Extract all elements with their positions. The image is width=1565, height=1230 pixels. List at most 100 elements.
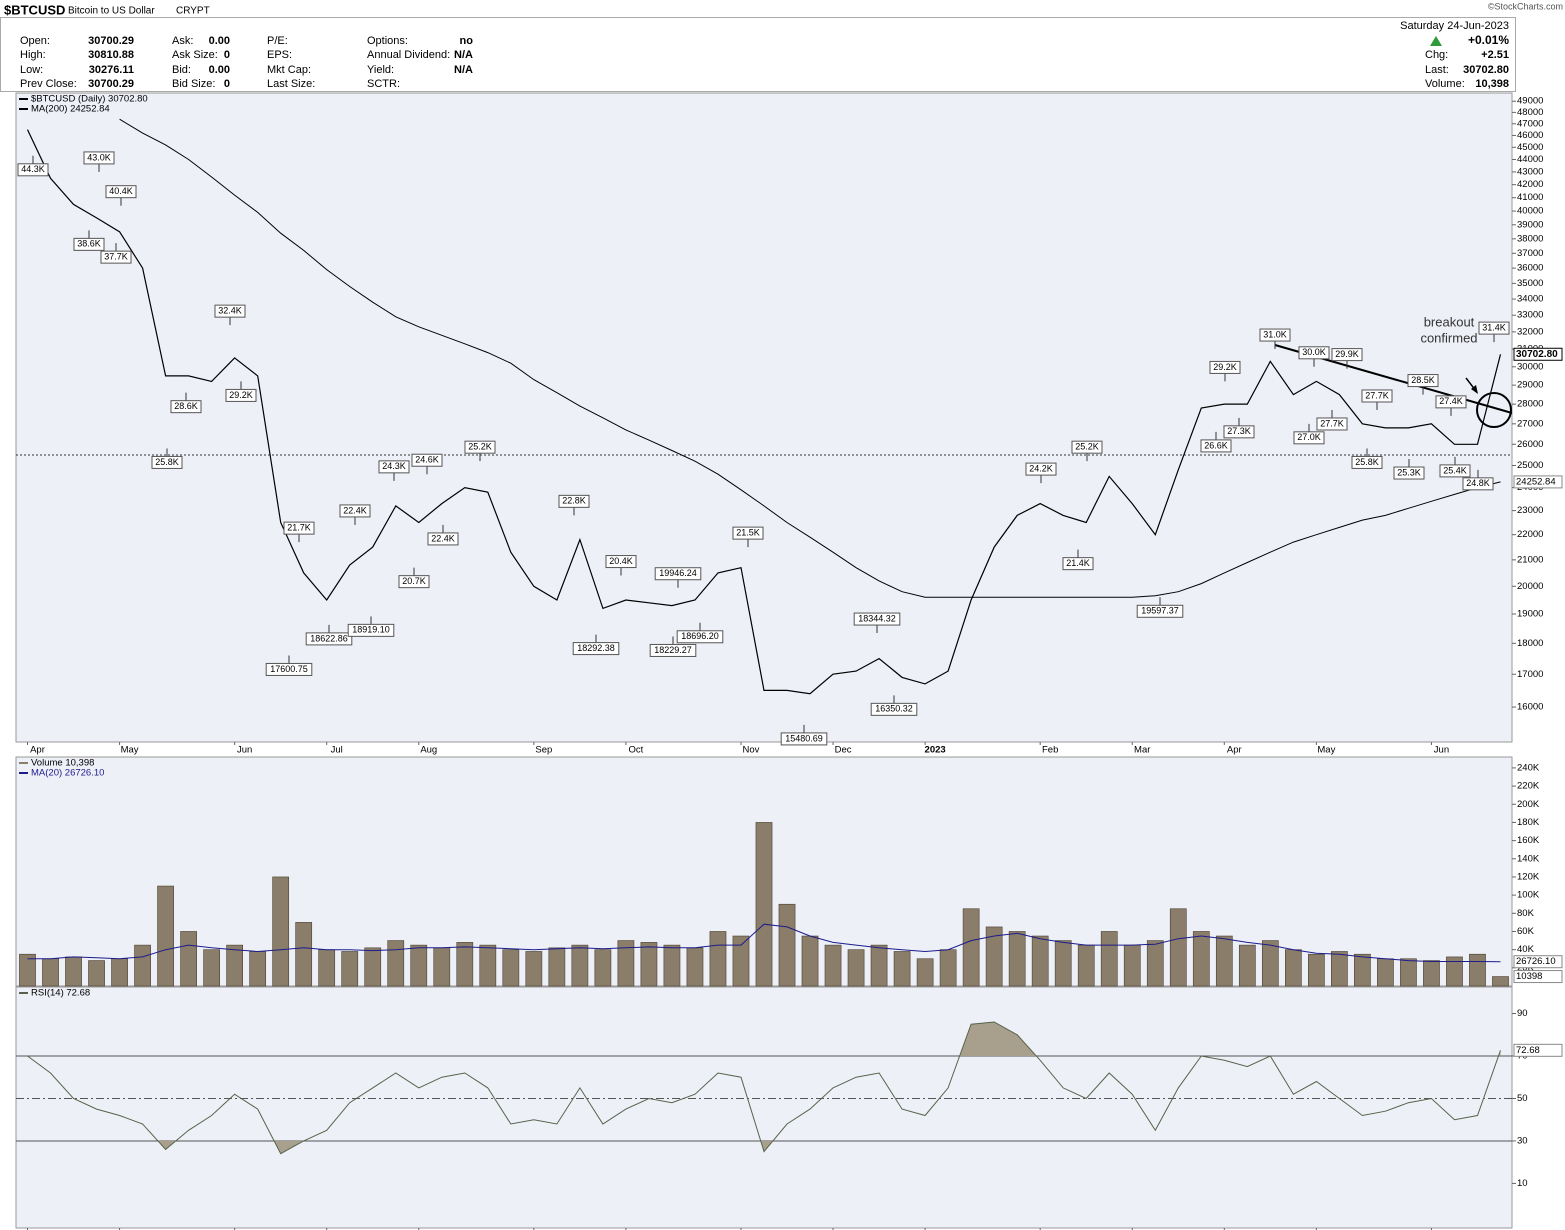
volume-bar <box>1308 953 1325 987</box>
y-tick-label: 39000 <box>1517 219 1543 230</box>
y-tick-label: 45000 <box>1517 142 1543 153</box>
label-box <box>265 662 313 676</box>
label-box <box>464 440 496 454</box>
volume-bar <box>295 922 313 987</box>
y-tick-label: 41000 <box>1517 192 1543 203</box>
y-tick-label: 16000 <box>1517 702 1543 713</box>
volume-bar <box>249 951 267 987</box>
price-label: 37.7K <box>104 252 128 262</box>
price-label: 18919.10 <box>352 625 390 635</box>
label-box <box>17 163 49 177</box>
y-tick-label: 17000 <box>1517 669 1543 680</box>
price-label: 25.8K <box>1355 457 1379 467</box>
price-label: 32.4K <box>218 306 242 316</box>
x-tick-label: Feb <box>1042 745 1058 756</box>
header-frame <box>0 17 1516 92</box>
volume-bar <box>65 956 82 987</box>
value-tag-text: 30702.80 <box>1516 349 1558 360</box>
price-label: 27.0K <box>1297 432 1321 442</box>
field-value: N/A <box>454 49 473 61</box>
price-label: 26.6K <box>1204 440 1228 450</box>
note-arrowhead <box>1471 385 1478 394</box>
value-tag: 10398 <box>1513 970 1563 984</box>
value-tag-box <box>1513 347 1563 361</box>
price-label: 20.4K <box>609 556 633 566</box>
y-tick-label: 140K <box>1517 853 1540 864</box>
field-label: Bid: <box>172 64 191 76</box>
label-box <box>558 494 590 508</box>
label-box <box>339 504 371 518</box>
value-tag-box <box>1513 1043 1563 1057</box>
label-box <box>83 151 115 165</box>
y-tick-label: 18000 <box>1517 638 1543 649</box>
label-box <box>732 526 764 540</box>
volume-bar <box>893 951 911 987</box>
x-tick-label: Nov <box>743 745 760 756</box>
y-tick-label: 32000 <box>1517 326 1543 337</box>
legend-label: RSI(14) 72.68 <box>31 988 90 999</box>
volume-bar <box>1054 940 1072 987</box>
field-label: Last: <box>1425 64 1449 76</box>
exchange: CRYPT <box>176 6 210 17</box>
volume-bar <box>939 949 957 987</box>
value-tag-text: 24252.84 <box>1516 476 1556 487</box>
price-label: 15480.69 <box>785 733 823 743</box>
note: breakout <box>1424 314 1475 329</box>
y-tick-label: 28000 <box>1517 399 1543 410</box>
panel <box>15 92 1513 743</box>
volume-bar <box>1377 958 1394 987</box>
x-tick-label: Jun <box>1434 745 1449 756</box>
label-box <box>605 555 637 569</box>
field-value: N/A <box>454 64 473 76</box>
series-line <box>27 923 1501 963</box>
label-box <box>1025 462 1057 476</box>
label-box <box>1071 440 1103 454</box>
volume-bar <box>42 958 59 987</box>
y-tick-label: 25000 <box>1517 460 1543 471</box>
volume-bar <box>778 903 796 987</box>
field-label: EPS: <box>267 49 292 61</box>
price-label: 28.5K <box>1411 375 1435 385</box>
y-tick-label: 33000 <box>1517 310 1543 321</box>
volume-bar <box>19 953 36 987</box>
volume-bar <box>1423 960 1440 987</box>
volume-bar <box>1331 951 1348 987</box>
y-tick-label: 40000 <box>1517 206 1543 217</box>
volume-bar <box>410 944 428 987</box>
price-label: 40.4K <box>109 186 133 196</box>
volume-bar <box>916 958 934 987</box>
volume-bar <box>1284 949 1302 987</box>
label-box <box>100 250 132 264</box>
volume-bar <box>571 944 589 987</box>
label-box <box>170 400 202 414</box>
field-value: 0 <box>224 49 230 61</box>
price-label: 18229.27 <box>654 645 692 655</box>
volume-bar <box>1238 944 1256 987</box>
label-box <box>283 521 315 535</box>
change-pct: +0.01% <box>1468 33 1509 47</box>
instrument-name: Bitcoin to US Dollar <box>68 6 155 17</box>
label-box <box>1209 360 1241 374</box>
legend-label: MA(200) 24252.84 <box>31 104 110 115</box>
field-value: 10,398 <box>1475 78 1509 90</box>
label-box <box>73 237 105 251</box>
y-tick-label: 44000 <box>1517 154 1543 165</box>
price-label: 27.7K <box>1320 418 1344 428</box>
field-value: +2.51 <box>1481 49 1509 61</box>
value-tag: 24252.84 <box>1513 475 1563 489</box>
label-box <box>1351 455 1383 469</box>
volume-bar <box>318 949 336 987</box>
label-box <box>105 185 137 199</box>
volume-bar <box>617 940 635 987</box>
price-label: 24.6K <box>415 455 439 465</box>
y-tick-label: 49000 <box>1517 96 1543 107</box>
label-box <box>225 388 257 402</box>
label-box <box>411 453 443 467</box>
price-label: 29.2K <box>1213 362 1237 372</box>
x-tick-label: Sep <box>535 745 552 756</box>
y-tick-label: 23000 <box>1517 505 1543 516</box>
legend-label: Volume 10,398 <box>31 758 94 769</box>
y-tick-label: 38000 <box>1517 233 1543 244</box>
date: Saturday 24-Jun-2023 <box>1400 20 1509 32</box>
